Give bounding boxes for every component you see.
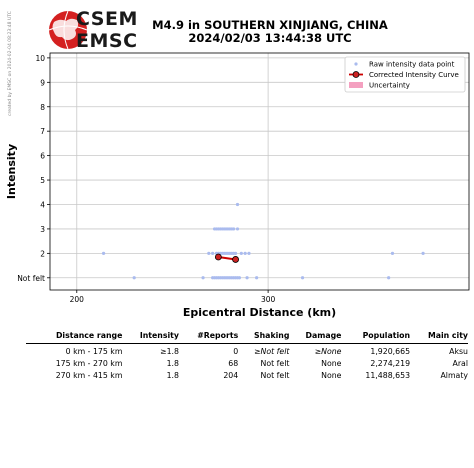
legend-label: Uncertainty	[369, 82, 410, 90]
legend-marker-curve	[352, 71, 360, 78]
legend-box	[344, 56, 466, 93]
chart-title: M4.9 in SOUTHERN XINJIANG, CHINA	[152, 18, 388, 32]
raw-data-point	[421, 251, 425, 255]
logo-text-csem: CSEM	[76, 8, 138, 30]
legend-label: Corrected Intensity Curve	[369, 71, 459, 79]
summary-table: Distance range Intensity #Reports Shakin…	[26, 331, 468, 380]
plot-area	[49, 52, 470, 291]
raw-data-point	[255, 276, 259, 280]
raw-data-point	[101, 251, 106, 255]
col-distance-range: Distance range	[26, 331, 123, 344]
y-tick-label: 2	[40, 249, 45, 258]
table-row: 0 km - 175 km ≥1.8 0 ≥Not felt ≥None 1,9…	[26, 344, 468, 356]
x-tick-label: 200	[70, 295, 85, 304]
cell-city: Almaty	[440, 371, 468, 380]
cell-population: 11,488,653	[365, 371, 411, 380]
y-tick-label: Not felt	[17, 274, 45, 283]
raw-data-point	[132, 276, 136, 280]
col-population: Population	[341, 331, 411, 344]
cell-intensity: ≥1.8	[160, 347, 179, 356]
corrected-curve-point	[232, 256, 239, 263]
cell-population: 1,920,665	[370, 347, 411, 356]
raw-data-point	[245, 276, 249, 280]
legend-marker-uncertainty	[349, 82, 363, 88]
logo-text-emsc: EMSC	[76, 30, 138, 52]
cell-city: Aksu	[449, 347, 468, 356]
emsc-logo	[48, 10, 88, 50]
col-shaking: Shaking	[238, 331, 290, 344]
y-axis-label: Intensity	[5, 144, 18, 199]
raw-data-point	[233, 251, 238, 255]
chart-subtitle: 2024/02/03 13:44:38 UTC	[188, 31, 352, 45]
corrected-curve-point	[214, 253, 222, 261]
cell-intensity: 1.8	[166, 359, 179, 368]
col-main-city: Main city	[410, 331, 468, 344]
cell-population: 2,274,219	[370, 359, 411, 368]
y-tick-label: 6	[40, 152, 45, 161]
raw-data-point	[390, 251, 395, 255]
y-tick-label: 9	[40, 78, 45, 87]
cell-damage: None	[321, 371, 342, 380]
cell-shaking: ≥Not felt	[254, 347, 290, 356]
raw-data-point	[235, 227, 240, 231]
cell-reports: 0	[233, 347, 239, 356]
raw-data-point	[243, 251, 247, 255]
raw-data-point	[207, 251, 211, 255]
col-reports: #Reports	[178, 331, 239, 344]
cell-shaking: Not felt	[260, 371, 290, 380]
y-tick-label: 10	[35, 54, 45, 63]
raw-data-point	[235, 202, 240, 207]
intensity-chart: Not felt 2 3 4 5 6 7 8 9 10 200 300 Epicentral Dista…	[5, 52, 470, 319]
legend-label: Raw intensity data point	[369, 61, 455, 69]
col-damage: Damage	[289, 331, 342, 344]
raw-data-point	[201, 276, 205, 280]
cell-damage: ≥None	[314, 347, 342, 356]
table-header-row: Distance range Intensity #Reports Shakin…	[26, 331, 468, 344]
raw-data-point	[211, 251, 215, 255]
raw-data-point	[237, 276, 242, 280]
table-row: 175 km - 270 km 1.8 68 Not felt None 2,2…	[26, 356, 468, 368]
cell-distance: 270 km - 415 km	[55, 371, 123, 380]
raw-data-point	[232, 227, 236, 231]
y-tick-label: 7	[40, 127, 45, 136]
y-tick-label: 4	[40, 200, 45, 209]
legend-marker-raw	[354, 62, 358, 66]
y-tick-label: 8	[40, 103, 45, 112]
raw-data-point	[387, 276, 391, 280]
cell-city: Aral	[452, 359, 468, 368]
y-tick-label: 3	[40, 225, 45, 234]
x-axis-label: Epicentral Distance (km)	[183, 306, 336, 319]
raw-data-point	[300, 276, 305, 280]
cell-damage: None	[321, 359, 342, 368]
cell-shaking: Not felt	[260, 359, 290, 368]
raw-data-point	[239, 251, 243, 255]
cell-intensity: 1.8	[166, 371, 179, 380]
y-tick-label: 5	[40, 176, 45, 185]
col-intensity: Intensity	[122, 331, 179, 344]
cell-reports: 68	[228, 359, 239, 368]
cell-distance: 0 km - 175 km	[65, 347, 123, 356]
raw-data-point	[247, 251, 251, 255]
table-row: 270 km - 415 km 1.8 204 Not felt None 11…	[26, 368, 468, 380]
cell-distance: 175 km - 270 km	[55, 359, 123, 368]
cell-reports: 204	[223, 371, 239, 380]
x-tick-label: 300	[261, 295, 276, 304]
